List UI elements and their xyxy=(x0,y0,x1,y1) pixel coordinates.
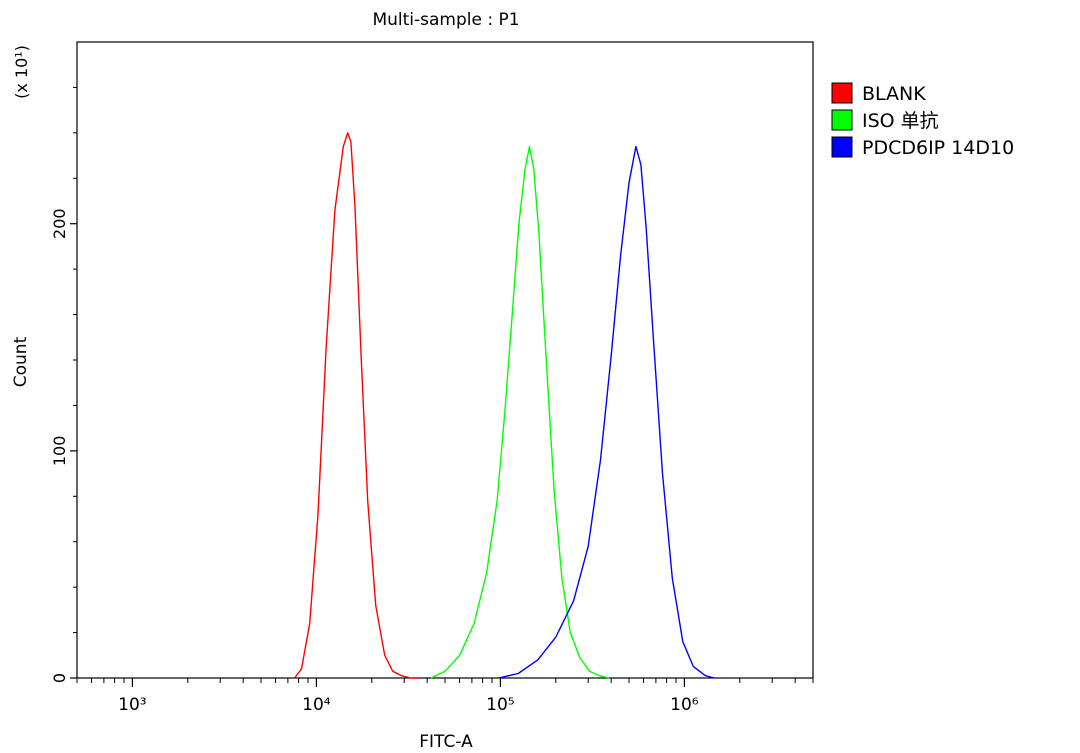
series-layer xyxy=(293,132,715,679)
y-tick-label: 100 xyxy=(50,436,69,467)
series-line-2 xyxy=(498,145,715,679)
y-axis-label: Count xyxy=(11,336,31,387)
chart-title: Multi-sample : P1 xyxy=(372,10,519,30)
legend: BLANK ISO 单抗 PDCD6IP 14D10 xyxy=(831,82,1014,159)
legend-label: BLANK xyxy=(862,83,926,105)
x-tick-label: 10⁵ xyxy=(486,695,514,715)
y-tick-label: 0 xyxy=(50,673,69,683)
y-tick-label: 200 xyxy=(50,208,69,239)
x-axis: 10³ 10⁴ 10⁵ 10⁶ xyxy=(76,678,814,715)
legend-swatch xyxy=(831,136,853,158)
series-line-0 xyxy=(293,132,419,679)
legend-label: PDCD6IP 14D10 xyxy=(862,137,1014,159)
y-axis: 0 100 200 xyxy=(50,86,77,683)
x-tick-label: 10⁶ xyxy=(670,695,699,715)
x-axis-label: FITC-A xyxy=(419,732,473,752)
x-tick-label: 10⁴ xyxy=(302,695,331,715)
x-tick-label: 10³ xyxy=(118,695,146,715)
legend-swatch xyxy=(831,109,853,131)
legend-swatch xyxy=(831,82,853,104)
series-line-1 xyxy=(430,145,610,679)
y-multiplier-label: (x 10¹) xyxy=(12,45,31,99)
legend-label: ISO 单抗 xyxy=(862,110,939,132)
